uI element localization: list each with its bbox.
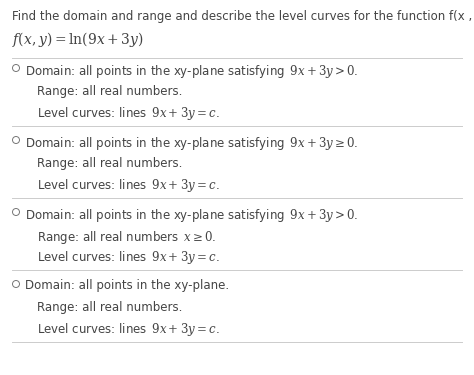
Text: Level curves: lines $\,9x+3y=c$.: Level curves: lines $\,9x+3y=c$. [37,321,219,338]
Text: Domain: all points in the xy-plane.: Domain: all points in the xy-plane. [25,279,229,292]
Text: Domain: all points in the xy-plane satisfying $\,9x+3y>0$.: Domain: all points in the xy-plane satis… [25,207,358,224]
Text: Level curves: lines $\,9x+3y=c$.: Level curves: lines $\,9x+3y=c$. [37,105,219,122]
Text: Range: all real numbers $\,x\geq 0$.: Range: all real numbers $\,x\geq 0$. [37,229,217,246]
Text: $f(x, y) = \mathrm{ln}(9x + 3y)$: $f(x, y) = \mathrm{ln}(9x + 3y)$ [12,30,144,49]
Text: Range: all real numbers.: Range: all real numbers. [37,301,182,314]
Text: Range: all real numbers.: Range: all real numbers. [37,85,182,98]
Text: Level curves: lines $\,9x+3y=c$.: Level curves: lines $\,9x+3y=c$. [37,249,219,266]
Text: Range: all real numbers.: Range: all real numbers. [37,157,182,170]
Text: Domain: all points in the xy-plane satisfying $\,9x+3y>0$.: Domain: all points in the xy-plane satis… [25,63,358,80]
Text: Domain: all points in the xy-plane satisfying $\,9x+3y\geq 0$.: Domain: all points in the xy-plane satis… [25,135,358,152]
Text: Find the domain and range and describe the level curves for the function f(x , y: Find the domain and range and describe t… [12,10,474,23]
Text: Level curves: lines $\,9x+3y=c$.: Level curves: lines $\,9x+3y=c$. [37,177,219,194]
